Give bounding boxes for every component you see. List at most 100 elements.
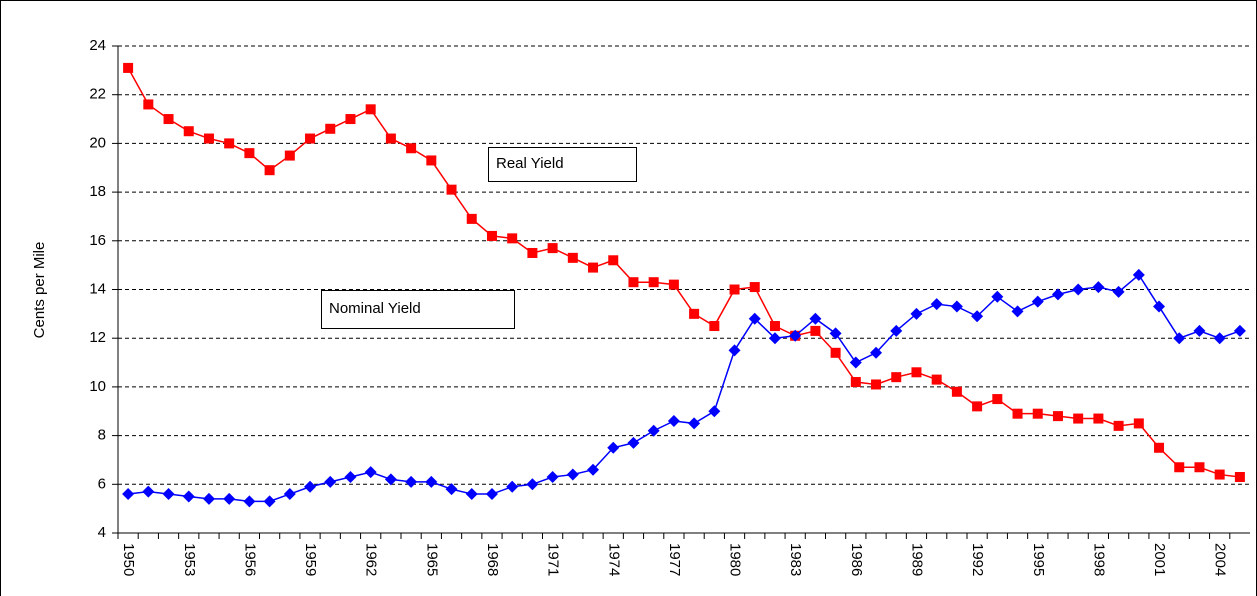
- marker: [527, 247, 538, 258]
- marker: [1213, 332, 1226, 345]
- marker: [1073, 413, 1084, 424]
- marker: [507, 233, 518, 244]
- marker: [607, 441, 620, 454]
- marker: [972, 401, 983, 412]
- marker: [1173, 332, 1186, 345]
- marker: [486, 230, 497, 241]
- marker: [931, 374, 942, 385]
- y-tick-label: 22: [89, 86, 106, 103]
- x-tick-label: 1968: [484, 543, 501, 576]
- y-tick-label: 4: [98, 524, 106, 541]
- legend-box: [488, 147, 637, 182]
- marker: [628, 277, 639, 288]
- marker: [203, 133, 214, 144]
- marker: [183, 126, 194, 137]
- marker: [283, 488, 296, 501]
- marker: [547, 243, 558, 254]
- marker: [890, 324, 903, 337]
- marker: [809, 312, 822, 325]
- marker: [911, 367, 922, 378]
- marker: [1093, 413, 1104, 424]
- marker: [284, 150, 295, 161]
- x-tick-label: 2001: [1151, 543, 1168, 576]
- marker: [1072, 283, 1085, 296]
- marker: [1012, 408, 1023, 419]
- marker: [324, 475, 337, 488]
- marker: [325, 123, 336, 134]
- marker: [465, 488, 478, 501]
- y-tick-label: 16: [89, 232, 106, 249]
- marker: [143, 99, 154, 110]
- marker: [992, 394, 1003, 405]
- x-tick-label: 1962: [363, 543, 380, 576]
- marker: [930, 298, 943, 311]
- marker: [849, 356, 862, 369]
- marker: [466, 213, 477, 224]
- marker: [647, 424, 660, 437]
- marker: [1133, 418, 1144, 429]
- marker: [163, 114, 174, 125]
- marker: [1113, 420, 1124, 431]
- marker: [426, 155, 437, 166]
- x-tick-label: 1989: [908, 543, 925, 576]
- marker: [668, 279, 679, 290]
- marker: [344, 470, 357, 483]
- marker: [769, 321, 780, 332]
- marker: [224, 138, 235, 149]
- marker: [1092, 281, 1105, 294]
- marker: [406, 143, 417, 154]
- marker: [1193, 324, 1206, 337]
- x-tick-label: 1956: [241, 543, 258, 576]
- marker: [446, 184, 457, 195]
- marker: [385, 133, 396, 144]
- marker: [829, 327, 842, 340]
- marker: [384, 473, 397, 486]
- x-tick-label: 1992: [969, 543, 986, 576]
- y-tick-label: 8: [98, 427, 106, 444]
- marker: [1153, 300, 1166, 313]
- marker: [608, 255, 619, 266]
- marker: [1031, 295, 1044, 308]
- marker: [1174, 462, 1185, 473]
- marker: [1051, 288, 1064, 301]
- marker: [506, 480, 519, 493]
- marker: [345, 114, 356, 125]
- x-tick-label: 1974: [605, 543, 622, 576]
- marker: [810, 325, 821, 336]
- marker: [951, 386, 962, 397]
- marker: [1032, 408, 1043, 419]
- marker: [991, 290, 1004, 303]
- marker: [405, 475, 418, 488]
- marker: [1154, 442, 1165, 453]
- x-tick-label: 1965: [423, 543, 440, 576]
- x-tick-label: 1950: [120, 543, 137, 576]
- marker: [223, 492, 236, 505]
- marker: [1234, 471, 1245, 482]
- marker: [263, 495, 276, 508]
- marker: [708, 405, 721, 418]
- marker: [950, 300, 963, 313]
- marker: [689, 308, 700, 319]
- marker: [749, 282, 760, 293]
- marker: [526, 478, 539, 491]
- x-tick-label: 1953: [181, 543, 198, 576]
- marker: [728, 344, 741, 357]
- marker: [567, 252, 578, 263]
- marker: [830, 347, 841, 358]
- marker: [871, 379, 882, 390]
- x-tick-label: 2004: [1212, 543, 1229, 576]
- marker: [768, 332, 781, 345]
- marker: [1214, 469, 1225, 480]
- marker: [566, 468, 579, 481]
- marker: [304, 480, 317, 493]
- y-tick-label: 12: [89, 329, 106, 346]
- marker: [891, 372, 902, 383]
- marker: [910, 307, 923, 320]
- marker: [162, 488, 175, 501]
- x-tick-label: 1995: [1030, 543, 1047, 576]
- marker: [485, 488, 498, 501]
- y-tick-label: 24: [89, 37, 106, 54]
- marker: [1112, 285, 1125, 298]
